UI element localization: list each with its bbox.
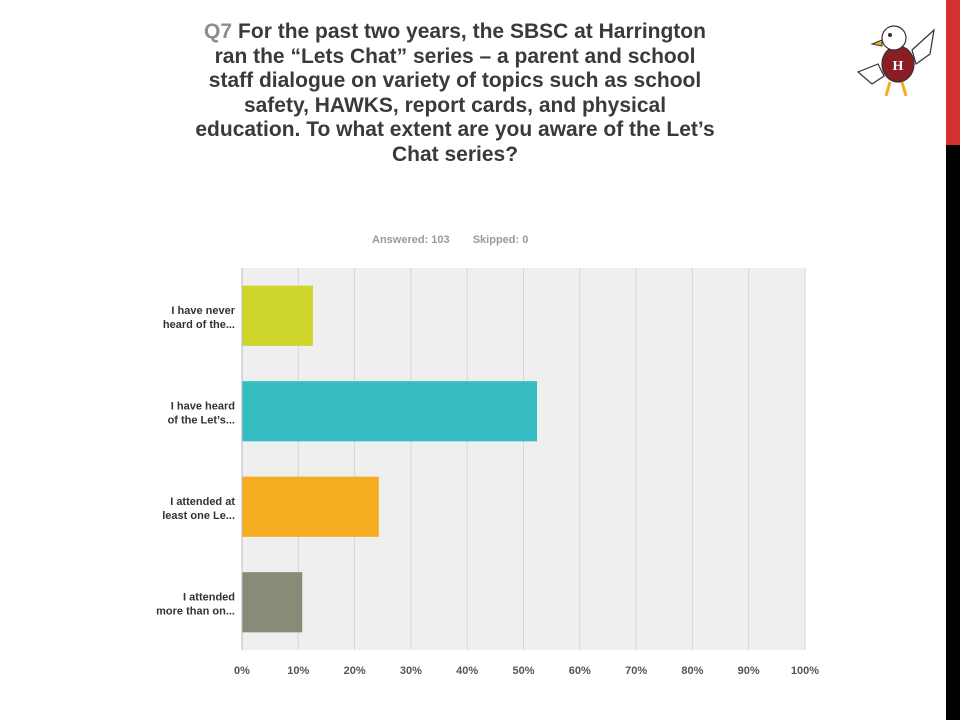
category-label-line: more than on...: [156, 605, 235, 617]
category-label-line: I have heard: [171, 400, 235, 412]
bar-1: [242, 381, 538, 442]
svg-text:H: H: [893, 59, 904, 74]
hawk-mascot-logo: H: [856, 25, 935, 97]
category-label-line: I attended: [183, 591, 235, 603]
x-tick-label-6: 60%: [569, 665, 591, 677]
question-text: For the past two years, the SBSC at Harr…: [195, 20, 715, 166]
x-tick-label-10: 100%: [791, 665, 819, 677]
category-label-2: I attended at least one Le...: [162, 496, 235, 522]
category-label-line: least one Le...: [162, 510, 235, 522]
side-accent-red: [946, 0, 960, 145]
side-accent-black: [946, 145, 960, 720]
category-label-line: heard of the...: [163, 319, 235, 331]
category-label-1: I have heard of the Let’s...: [168, 400, 235, 426]
category-label-3: I attended more than on...: [156, 591, 235, 617]
category-label-line: of the Let’s...: [168, 414, 235, 426]
x-tick-label-9: 90%: [738, 665, 760, 677]
category-label-line: I have never: [171, 305, 235, 317]
bar-0: [242, 285, 313, 346]
x-tick-label-3: 30%: [400, 665, 422, 677]
response-stats: Answered: 103 Skipped: 0: [372, 234, 548, 246]
x-tick-label-5: 50%: [512, 665, 534, 677]
question-title: Q7 For the past two years, the SBSC at Ha…: [190, 20, 720, 167]
bar-3: [242, 572, 303, 633]
x-tick-label-0: 0%: [234, 665, 250, 677]
x-tick-label-2: 20%: [344, 665, 366, 677]
bar-2: [242, 476, 379, 537]
skipped-count: Skipped: 0: [472, 234, 529, 246]
x-tick-label-7: 70%: [625, 665, 647, 677]
category-label-line: I attended at: [170, 496, 235, 508]
category-label-0: I have never heard of the...: [163, 305, 236, 331]
x-tick-label-1: 10%: [287, 665, 309, 677]
x-tick-label-4: 40%: [456, 665, 478, 677]
answered-count: Answered: 103: [372, 234, 450, 246]
question-number: Q7: [204, 20, 233, 43]
x-tick-label-8: 80%: [681, 665, 703, 677]
